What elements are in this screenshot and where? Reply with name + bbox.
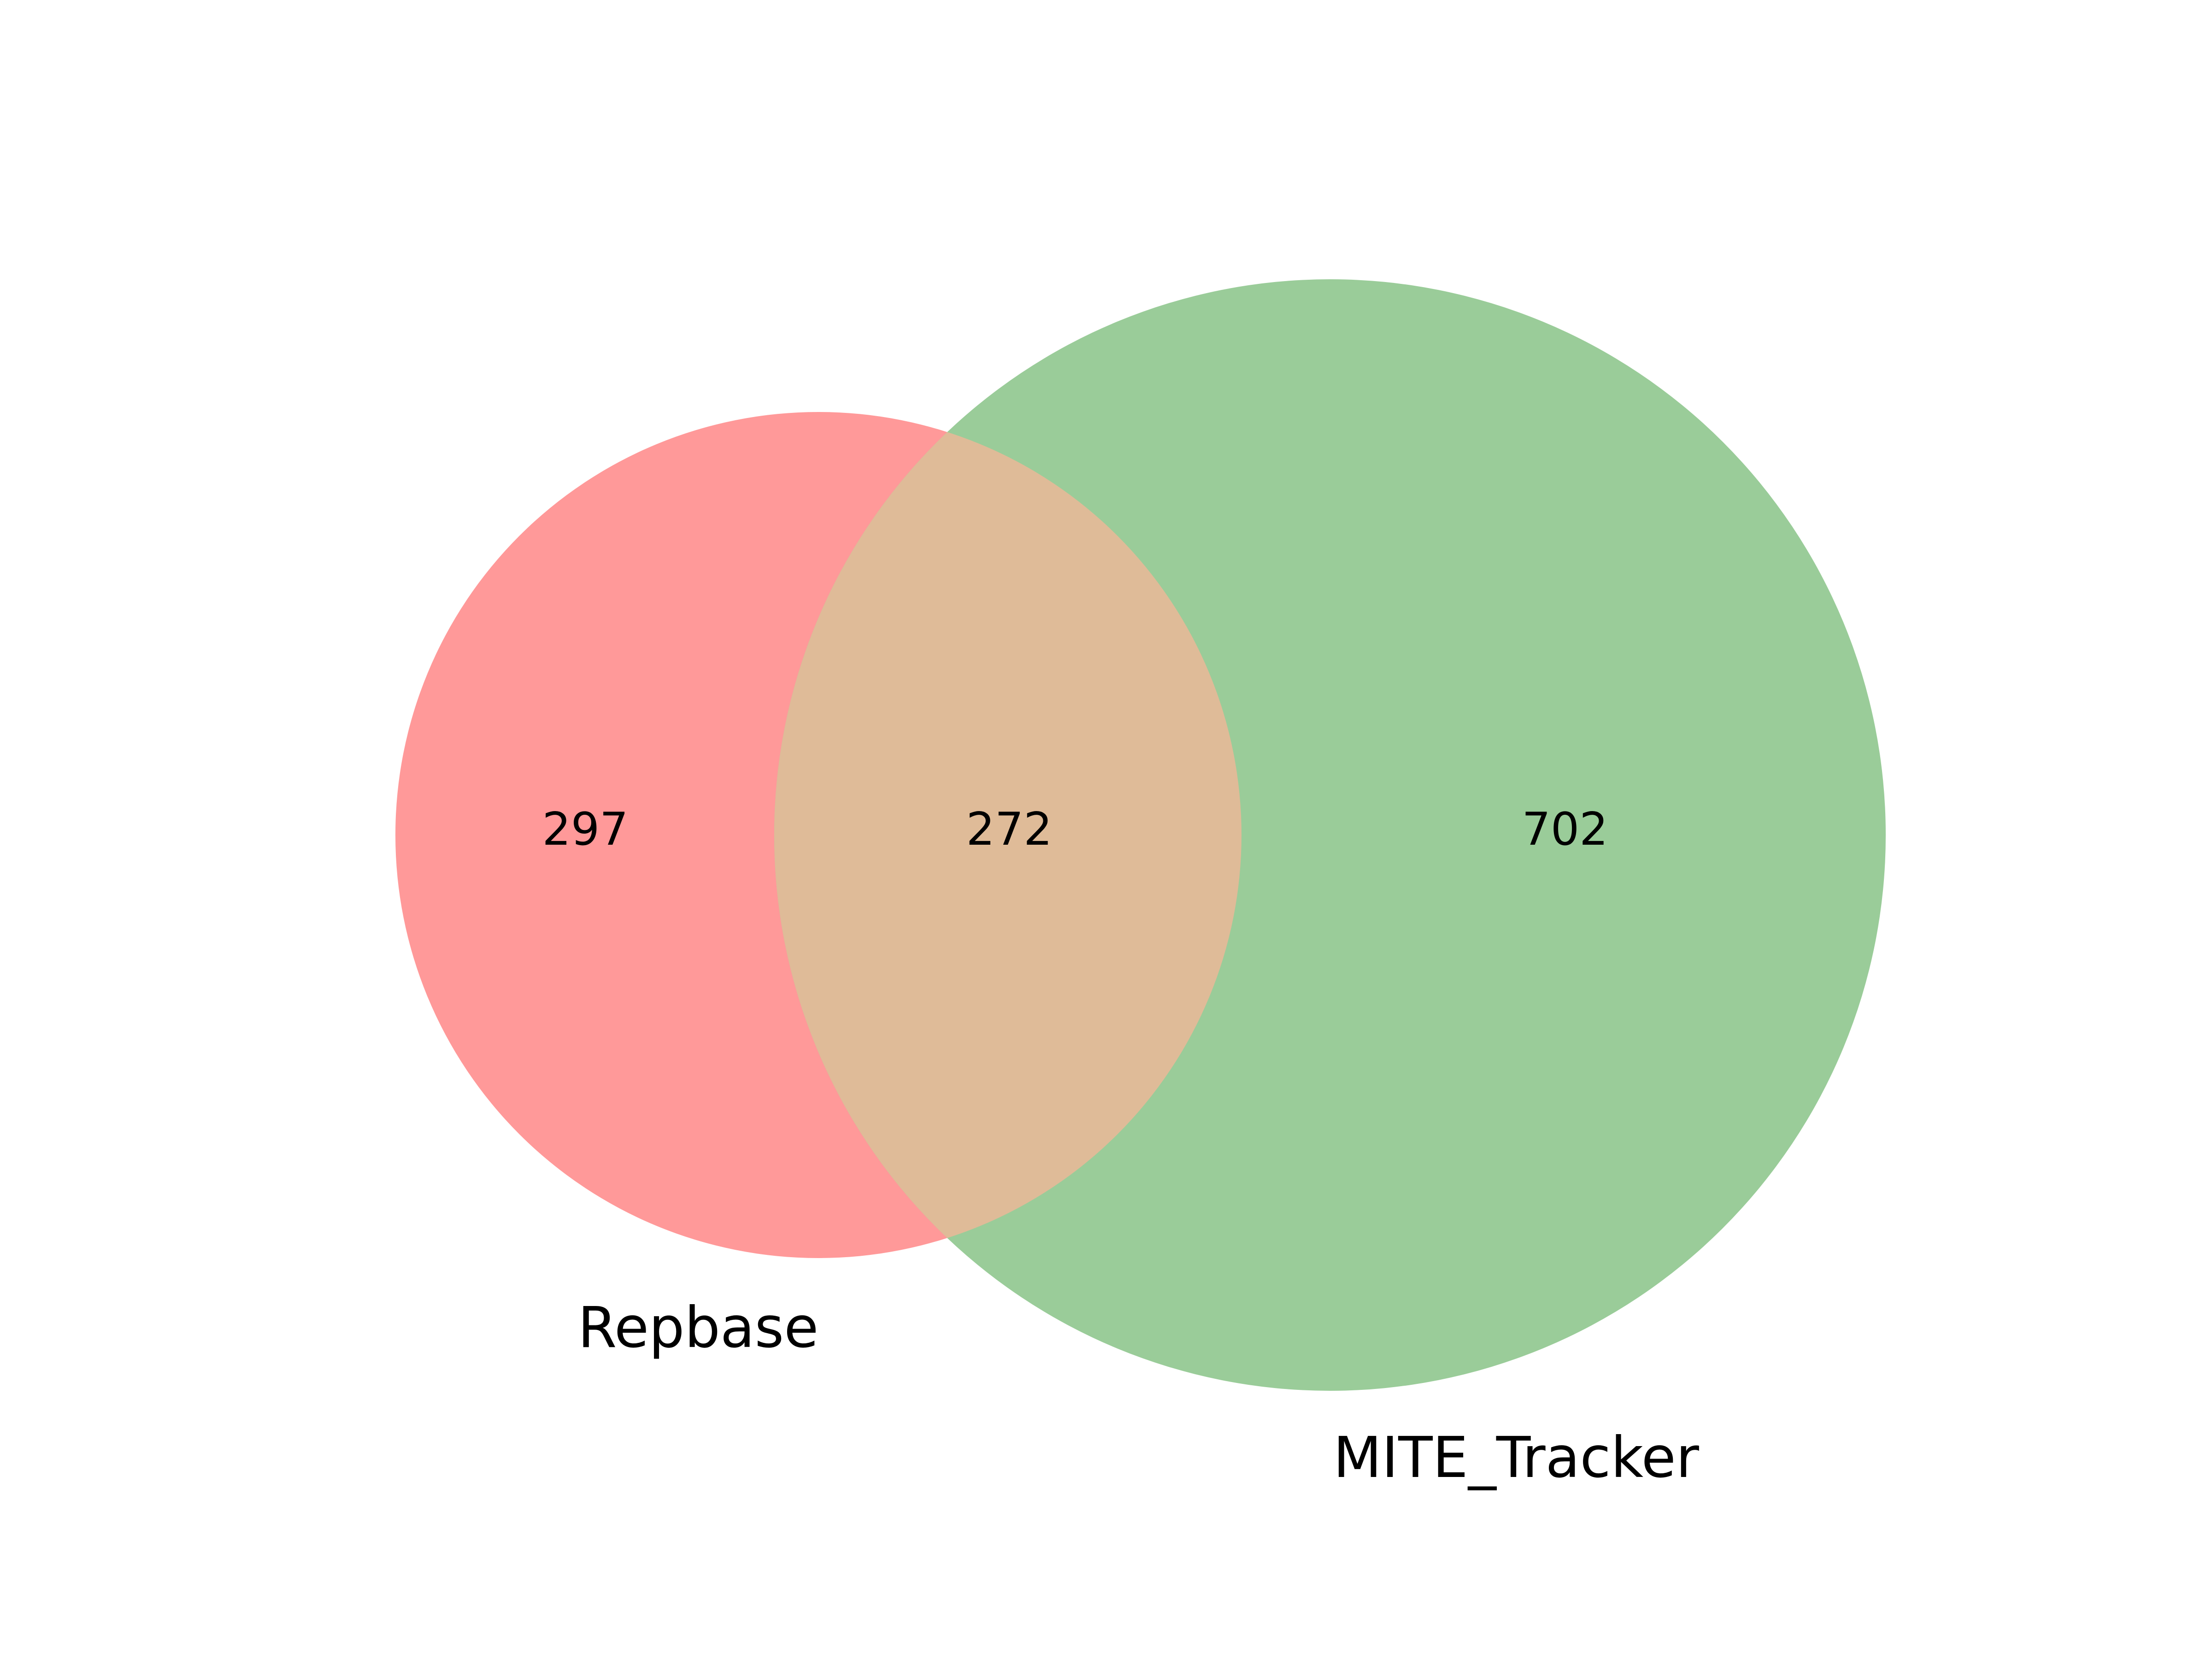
repbase-only-count: 297 xyxy=(542,803,628,856)
mite-tracker-only-count: 702 xyxy=(1522,803,1608,856)
repbase-label: Repbase xyxy=(578,1295,819,1360)
intersection-region xyxy=(774,412,1241,1258)
intersection-count: 272 xyxy=(966,803,1052,856)
mite-tracker-label: MITE_Tracker xyxy=(1333,1425,1700,1490)
